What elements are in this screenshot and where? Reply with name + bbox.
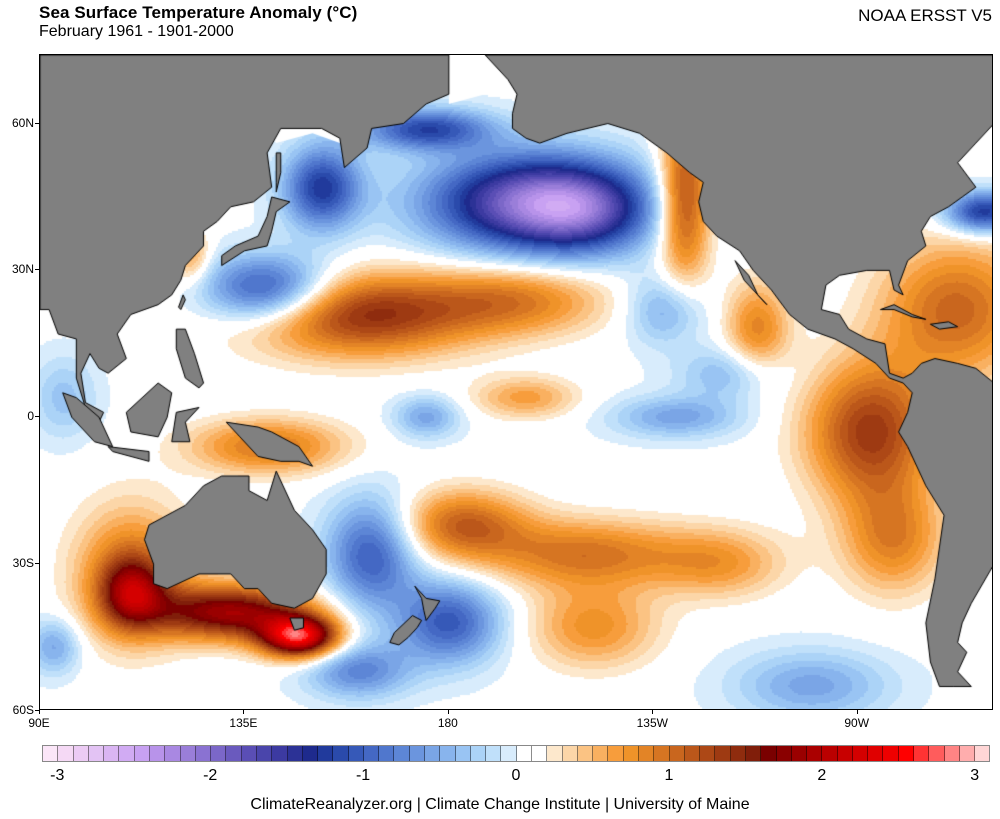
colorbar-segment	[822, 746, 838, 761]
colorbar-segment	[929, 746, 945, 761]
chart-title: Sea Surface Temperature Anomaly (°C)	[39, 3, 358, 22]
colorbar-segment	[715, 746, 731, 761]
lon-tick-label: 90E	[28, 716, 50, 730]
colorbar-segment	[134, 746, 150, 761]
colorbar-segment	[195, 746, 212, 761]
lat-tick-mark	[35, 710, 39, 711]
lon-tick-mark	[447, 710, 449, 714]
colorbar-segment	[975, 746, 990, 761]
colorbar-segment	[745, 746, 762, 761]
colorbar-segment	[73, 746, 89, 761]
colorbar-tick-label: 1	[664, 767, 674, 784]
colorbar-segment	[425, 746, 441, 761]
colorbar-segment	[883, 746, 899, 761]
colorbar-segment	[959, 746, 976, 761]
colorbar-segment	[455, 746, 471, 761]
colorbar-segment	[470, 746, 487, 761]
lat-tick-mark	[35, 122, 39, 124]
colorbar-segment	[348, 746, 364, 761]
lon-tick-label: 90W	[844, 716, 870, 730]
colorbar-segment	[379, 746, 395, 761]
colorbar-segment	[241, 746, 257, 761]
colorbar-segment	[287, 746, 303, 761]
lat-tick-mark	[35, 416, 39, 418]
colorbar-segment	[791, 746, 808, 761]
lon-tick-mark	[652, 710, 654, 714]
lon-tick-mark	[39, 710, 40, 714]
colorbar-segment	[593, 746, 609, 761]
colorbar-segment	[516, 746, 532, 761]
chart-subtitle: February 1961 - 1901-2000	[39, 23, 234, 40]
colorbar-segment	[807, 746, 823, 761]
colorbar-tick-label: 3	[970, 767, 980, 784]
colorbar-segment	[318, 746, 334, 761]
colorbar-segment	[868, 746, 884, 761]
lat-tick-label: 0	[27, 409, 34, 424]
colorbar-segment	[394, 746, 410, 761]
colorbar-segment	[256, 746, 273, 761]
lat-tick-label: 60S	[12, 703, 34, 717]
lon-tick-label: 135E	[229, 716, 258, 730]
lat-tick-label: 60N	[11, 115, 34, 130]
colorbar-segment	[638, 746, 655, 761]
colorbar-segment	[58, 746, 74, 761]
lon-tick-label: 135W	[636, 716, 668, 730]
colorbar-legend	[42, 745, 990, 762]
colorbar-segment	[486, 746, 502, 761]
colorbar-segment	[180, 746, 196, 761]
lat-tick-mark	[35, 269, 39, 271]
lat-tick-label: 30N	[11, 262, 34, 277]
colorbar-segment	[914, 746, 930, 761]
lon-tick-mark	[243, 710, 245, 714]
colorbar-tick-label: 2	[817, 767, 827, 784]
colorbar-tick-label: -2	[203, 767, 218, 784]
colorbar-segment	[88, 746, 105, 761]
colorbar-segment	[608, 746, 624, 761]
lat-tick-label: 30S	[12, 556, 34, 571]
colorbar-segment	[165, 746, 181, 761]
colorbar-segment	[119, 746, 135, 761]
sst-anomaly-map	[39, 54, 993, 710]
lon-tick-mark	[856, 710, 858, 714]
colorbar-segment	[302, 746, 319, 761]
colorbar-segment	[440, 746, 456, 761]
anomaly-field-canvas	[40, 55, 992, 709]
lon-tick-label: 180	[437, 716, 458, 730]
colorbar-segment	[532, 746, 548, 761]
colorbar-segment	[409, 746, 426, 761]
colorbar-segment	[211, 746, 227, 761]
colorbar-tick-label: 0	[511, 767, 521, 784]
footer-credit: ClimateReanalyzer.org | Climate Change I…	[250, 796, 750, 813]
colorbar-segment	[149, 746, 166, 761]
colorbar-segment	[654, 746, 670, 761]
colorbar-segment	[226, 746, 242, 761]
colorbar-segment	[272, 746, 288, 761]
colorbar-tick-label: -1	[355, 767, 371, 784]
colorbar-segment	[333, 746, 349, 761]
colorbar-segment	[776, 746, 792, 761]
colorbar-segment	[944, 746, 960, 761]
colorbar-segment	[700, 746, 716, 761]
colorbar-segment	[363, 746, 380, 761]
colorbar-segment	[104, 746, 120, 761]
colorbar-segment	[669, 746, 685, 761]
colorbar-segment	[547, 746, 563, 761]
colorbar-segment	[623, 746, 639, 761]
colorbar-segment	[761, 746, 777, 761]
colorbar-segment	[501, 746, 517, 761]
colorbar-segment	[43, 746, 59, 761]
colorbar-segment	[852, 746, 869, 761]
colorbar-segment	[898, 746, 915, 761]
colorbar-segment	[837, 746, 853, 761]
colorbar-segment	[684, 746, 701, 761]
colorbar-segment	[562, 746, 578, 761]
lat-tick-mark	[35, 563, 39, 565]
colorbar-tick-label: -3	[50, 767, 65, 784]
colorbar-segment	[577, 746, 594, 761]
colorbar-segment	[730, 746, 746, 761]
dataset-label: NOAA ERSST V5	[858, 6, 992, 25]
